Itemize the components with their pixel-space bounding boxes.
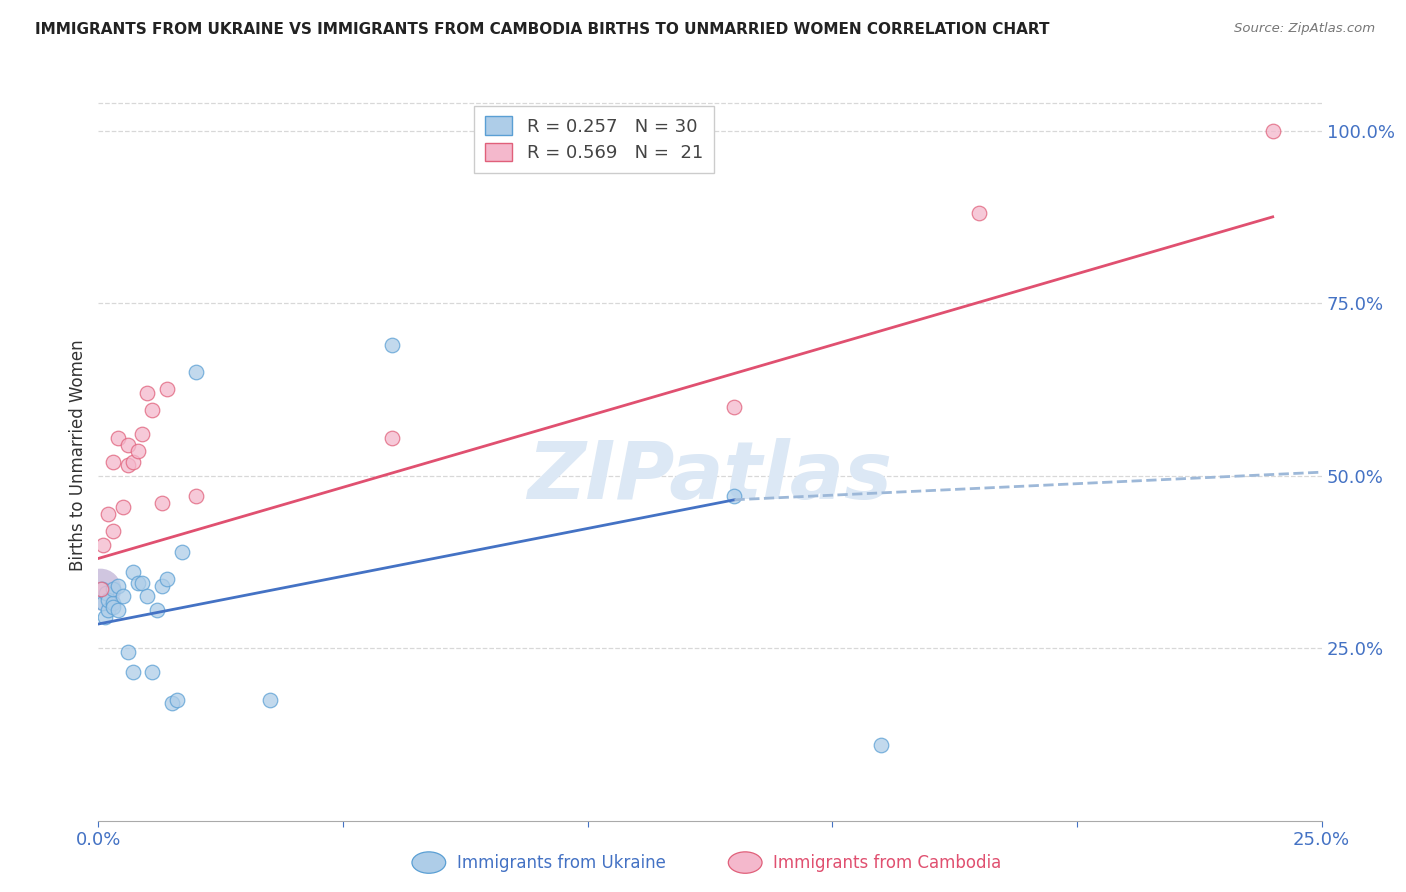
Point: [1261, 123, 1284, 137]
Point: [121, 455, 143, 469]
Point: [107, 579, 129, 593]
Point: [101, 455, 124, 469]
Point: [146, 603, 169, 617]
Point: [121, 566, 143, 580]
Point: [967, 206, 990, 220]
Point: [150, 579, 173, 593]
Text: ZIPatlas: ZIPatlas: [527, 438, 893, 516]
Text: Source: ZipAtlas.com: Source: ZipAtlas.com: [1234, 22, 1375, 36]
Point: [117, 458, 139, 473]
Point: [91, 538, 114, 552]
Point: [160, 696, 183, 710]
Point: [127, 575, 149, 590]
Point: [107, 431, 129, 445]
Point: [101, 596, 124, 610]
Point: [870, 738, 893, 752]
Point: [156, 383, 179, 397]
Point: [97, 603, 120, 617]
Point: [156, 572, 179, 586]
Point: [121, 665, 143, 680]
Point: [94, 610, 117, 624]
Point: [141, 665, 163, 680]
Point: [186, 489, 208, 503]
Point: [136, 385, 159, 400]
Text: IMMIGRANTS FROM UKRAINE VS IMMIGRANTS FROM CAMBODIA BIRTHS TO UNMARRIED WOMEN CO: IMMIGRANTS FROM UKRAINE VS IMMIGRANTS FR…: [35, 22, 1050, 37]
Point: [136, 590, 159, 604]
Text: Immigrants from Cambodia: Immigrants from Cambodia: [773, 854, 1001, 871]
Point: [117, 644, 139, 658]
Point: [89, 582, 111, 597]
Point: [107, 603, 129, 617]
Text: Immigrants from Ukraine: Immigrants from Ukraine: [457, 854, 666, 871]
Point: [91, 596, 114, 610]
Point: [723, 489, 745, 503]
Point: [101, 582, 124, 597]
Point: [127, 444, 149, 458]
Point: [131, 427, 153, 442]
Point: [170, 544, 193, 558]
Point: [97, 507, 120, 521]
Point: [91, 582, 114, 597]
Point: [186, 365, 208, 379]
Point: [94, 586, 117, 600]
Point: [381, 431, 404, 445]
Point: [141, 403, 163, 417]
Point: [101, 599, 124, 614]
Y-axis label: Births to Unmarried Women: Births to Unmarried Women: [69, 339, 87, 571]
Point: [97, 592, 120, 607]
Point: [166, 693, 188, 707]
Point: [90, 582, 112, 597]
Point: [150, 496, 173, 510]
Point: [101, 524, 124, 538]
Legend: R = 0.257   N = 30, R = 0.569   N =  21: R = 0.257 N = 30, R = 0.569 N = 21: [474, 105, 714, 173]
Point: [723, 400, 745, 414]
Point: [259, 693, 281, 707]
Point: [381, 337, 404, 351]
Point: [111, 500, 134, 514]
Point: [111, 590, 134, 604]
Point: [117, 437, 139, 451]
Point: [131, 575, 153, 590]
